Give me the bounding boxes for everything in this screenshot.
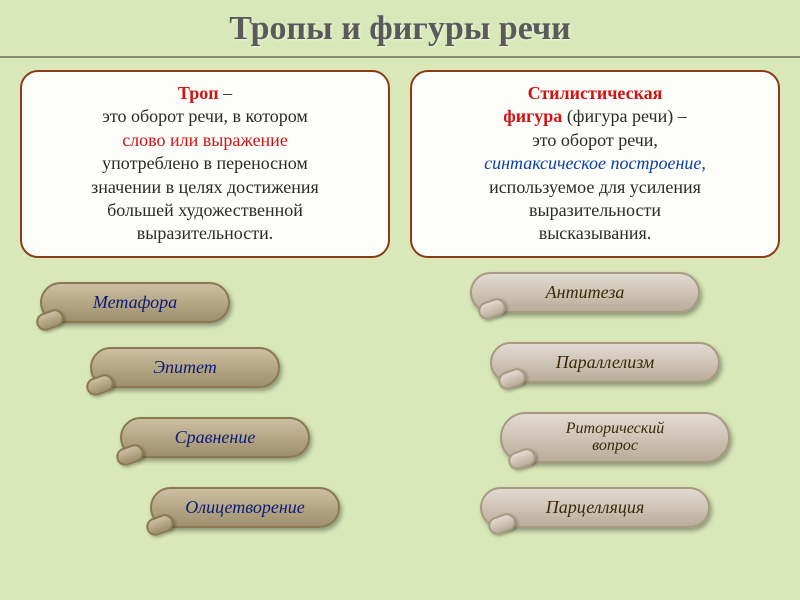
left-pill: Олицетворение xyxy=(150,487,340,528)
pill-label: Параллелизм xyxy=(556,352,655,372)
pill-tail xyxy=(34,306,66,332)
trope-dash: – xyxy=(219,83,233,103)
trope-line3: употреблено в переносном xyxy=(36,152,374,175)
trope-definition-box: Троп – это оборот речи, в котором слово … xyxy=(20,70,390,258)
figure-line3: используемое для усиления xyxy=(426,176,764,199)
figure-rest1: (фигура речи) – xyxy=(562,106,686,126)
figure-term2: фигура xyxy=(503,106,562,126)
trope-line2a: это оборот речи, в котором xyxy=(36,105,374,128)
trope-line4: значении в целях достижения xyxy=(36,176,374,199)
figure-line4: выразительности xyxy=(426,199,764,222)
left-pill: Сравнение xyxy=(120,417,310,458)
trope-term: Троп xyxy=(178,83,219,103)
pill-tail xyxy=(144,511,176,537)
right-pill: Антитеза xyxy=(470,272,700,313)
pill-label-line: Риторический xyxy=(522,420,708,438)
left-pill: Метафора xyxy=(40,282,230,323)
figure-line5: высказывания. xyxy=(426,222,764,245)
figure-line2: это оборот речи, xyxy=(426,129,764,152)
pill-label: Антитеза xyxy=(546,282,625,302)
pill-tail xyxy=(84,371,116,397)
pill-label: Олицетворение xyxy=(185,497,305,517)
pill-label: Метафора xyxy=(93,292,177,312)
pill-tail xyxy=(114,441,146,467)
pill-label: Эпитет xyxy=(153,357,217,377)
pill-tail xyxy=(496,365,528,391)
pill-label: Сравнение xyxy=(175,427,256,447)
right-pill: Риторическийвопрос xyxy=(500,412,730,463)
figure-styled: синтаксическое построение, xyxy=(426,152,764,175)
right-pill: Парцелляция xyxy=(480,487,710,528)
pill-label: Парцелляция xyxy=(546,497,644,517)
right-pill: Параллелизм xyxy=(490,342,720,383)
figure-term: Стилистическая xyxy=(426,82,764,105)
pill-area: Метафора Эпитет Сравнение Олицетворение Анти… xyxy=(0,272,800,592)
trope-line6: выразительности. xyxy=(36,222,374,245)
figure-definition-box: Стилистическая фигура (фигура речи) – эт… xyxy=(410,70,780,258)
pill-label-line: вопрос xyxy=(522,437,708,455)
pill-tail xyxy=(476,295,508,321)
trope-highlight: слово или выражение xyxy=(36,129,374,152)
definitions-row: Троп – это оборот речи, в котором слово … xyxy=(0,58,800,258)
page-title: Тропы и фигуры речи xyxy=(0,0,800,58)
pill-tail xyxy=(486,510,518,536)
left-pill: Эпитет xyxy=(90,347,280,388)
trope-line5: большей художественной xyxy=(36,199,374,222)
